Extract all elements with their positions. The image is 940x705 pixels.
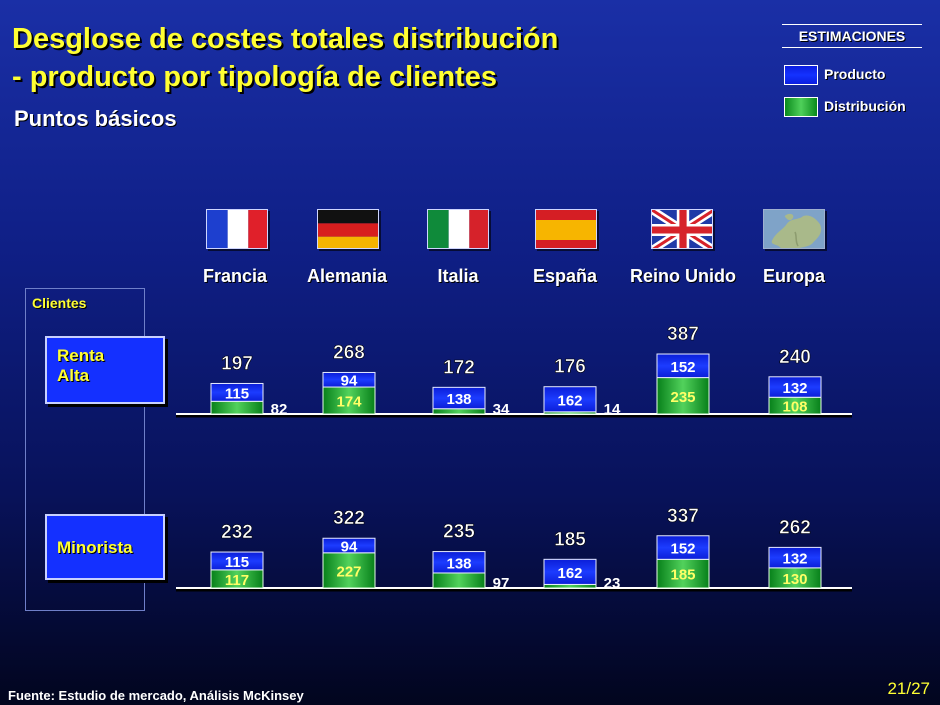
title-line-2: - producto por tipología de clientes [12, 61, 497, 93]
bar-producto-0-5 [768, 376, 822, 398]
france-flag-icon [206, 209, 268, 249]
label-total-0-2: 172 [443, 357, 475, 378]
country-label-italia: Italia [437, 266, 479, 286]
label-total-0-5: 240 [779, 347, 811, 368]
source-note: Fuente: Estudio de mercado, Análisis McK… [8, 688, 304, 703]
bar-distribucion-0-0 [210, 400, 264, 415]
label-distribucion-0-5: 108 [782, 399, 807, 416]
label-distribucion-1-3: 23 [604, 575, 621, 592]
label-producto-0-3: 162 [557, 392, 582, 409]
bar-producto-1-3 [543, 558, 597, 585]
segment-renta-alta: Renta Alta [45, 336, 165, 404]
slide-title: Desglose de costes totales distribución … [12, 20, 558, 96]
label-producto-1-0: 115 [225, 554, 249, 571]
clients-label: Clientes [32, 295, 87, 311]
label-producto-0-5: 132 [782, 380, 807, 397]
germany-flag-icon [317, 209, 379, 249]
label-total-1-5: 262 [779, 517, 811, 538]
europe-map-icon [763, 209, 825, 249]
label-producto-0-0: 115 [225, 385, 249, 402]
bar-distribucion-1-2 [432, 572, 486, 589]
label-distribucion-1-2: 97 [493, 575, 510, 592]
country-label-francia: Francia [202, 266, 268, 286]
label-distribucion-1-4: 185 [670, 567, 695, 584]
legend-label-producto: Producto [824, 66, 886, 82]
bar-producto-0-0 [210, 382, 264, 402]
label-total-1-2: 235 [443, 522, 475, 543]
bar-distribucion-0-2 [432, 408, 486, 415]
label-producto-0-2: 138 [446, 391, 471, 408]
segment-renta-alta-line2: Alta [57, 366, 90, 385]
label-producto-0-1: 94 [341, 373, 358, 390]
country-label-reino-unido: Reino Unido [630, 266, 736, 286]
country-label-alemania: Alemania [306, 266, 388, 286]
label-producto-1-2: 138 [446, 555, 471, 572]
bar-producto-1-5 [768, 546, 822, 569]
uk-flag-icon [651, 209, 713, 249]
bar-producto-1-4 [656, 535, 710, 560]
label-total-1-4: 337 [667, 506, 699, 527]
legend-title: ESTIMACIONES [782, 24, 922, 48]
label-total-1-0: 232 [221, 522, 253, 543]
bar-producto-1-1 [322, 537, 376, 554]
label-distribucion-0-1: 174 [336, 394, 362, 411]
label-distribucion-1-1: 227 [336, 563, 361, 580]
bar-distribucion-0-4 [656, 377, 710, 415]
label-distribucion-1-5: 130 [782, 571, 807, 588]
country-label-europa: Europa [762, 266, 825, 286]
label-total-1-3: 185 [554, 529, 586, 550]
segment-minorista: Minorista [45, 514, 165, 580]
bar-producto-1-0 [210, 551, 264, 571]
label-total-0-0: 197 [221, 353, 253, 374]
label-total-0-4: 387 [667, 324, 699, 345]
label-distribucion-0-4: 235 [670, 389, 695, 406]
label-producto-1-3: 162 [557, 565, 582, 582]
segment-minorista-label: Minorista [57, 538, 133, 557]
label-distribucion-0-2: 34 [493, 401, 510, 418]
bar-distribucion-0-1 [322, 386, 376, 415]
label-producto-1-5: 132 [782, 551, 807, 568]
label-producto-1-4: 152 [670, 541, 695, 558]
label-producto-1-1: 94 [341, 539, 358, 556]
italy-flag-icon [427, 209, 489, 249]
label-total-0-1: 268 [333, 342, 365, 363]
label-distribucion-0-3: 14 [604, 401, 621, 418]
bar-producto-0-1 [322, 371, 376, 388]
spain-flag-icon [535, 209, 597, 249]
label-total-0-3: 176 [554, 357, 586, 378]
chart-marks: 115 82 197 94 174 268 138 34 172 162 14 176 152 235 38… [210, 324, 822, 592]
legend-label-distribucion: Distribución [824, 98, 906, 114]
bar-producto-0-4 [656, 353, 710, 379]
label-distribucion-0-0: 82 [271, 401, 288, 418]
bar-distribucion-1-1 [322, 552, 376, 589]
slide-subtitle: Puntos básicos [14, 106, 177, 131]
legend-swatch-distribucion [784, 97, 818, 117]
clients-panel [25, 288, 145, 611]
bar-producto-1-2 [432, 551, 486, 574]
bar-producto-0-3 [543, 386, 597, 413]
bar-distribucion-1-3 [543, 583, 597, 589]
page-number: 21/27 [887, 679, 930, 698]
title-line-1: Desglose de costes totales distribución [12, 23, 559, 55]
label-producto-0-4: 152 [670, 359, 695, 376]
bar-producto-0-2 [432, 386, 486, 410]
legend-swatch-producto [784, 65, 818, 85]
segment-renta-alta-line1: Renta [57, 346, 105, 365]
label-distribucion-1-0: 117 [225, 572, 249, 589]
country-label-espana: España [532, 266, 598, 286]
label-total-1-1: 322 [333, 508, 365, 529]
